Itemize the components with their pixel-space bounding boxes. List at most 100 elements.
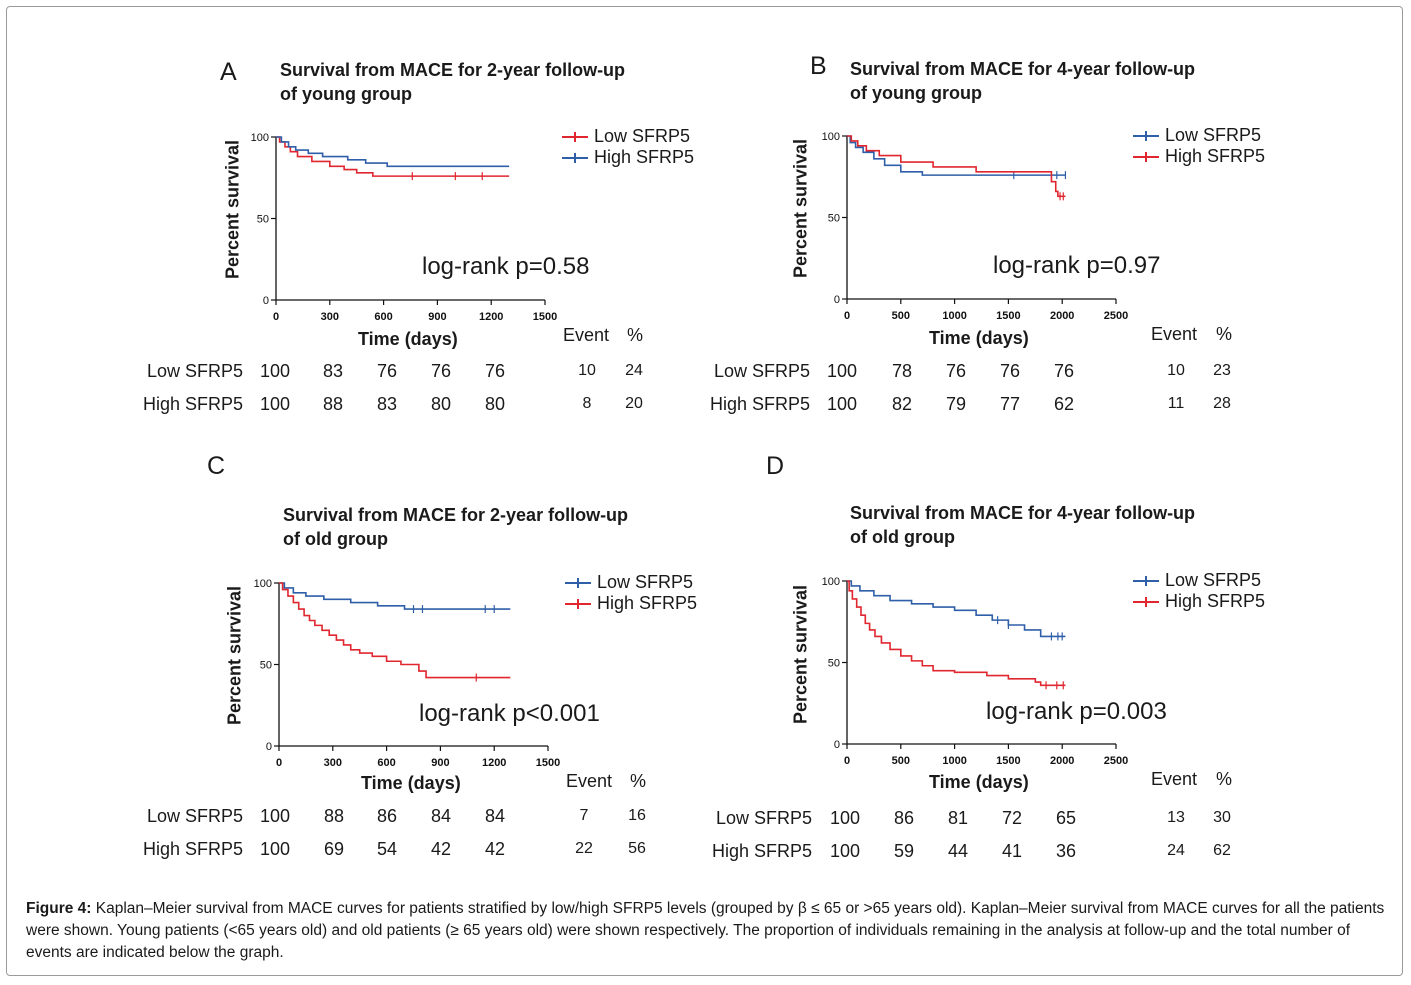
y-axis-label: Percent survival [790,138,811,279]
risk-value: 82 [891,394,913,414]
risk-value: 100 [259,361,291,381]
event-percent: 24 [625,362,643,379]
risk-row-label: Low SFRP5 [715,808,812,828]
survival-curve-high [276,136,510,168]
chart-title-line2: of old group [850,527,955,547]
risk-value: 100 [259,806,291,826]
event-header: Event [1151,324,1198,344]
risk-value: 81 [947,808,969,828]
x-tick-label: 300 [324,757,342,769]
event-count: 10 [578,362,596,379]
x-axis-label: Time (days) [358,329,458,349]
legend-swatch [1133,596,1159,607]
x-tick-label: 300 [321,311,339,323]
legend-tick [577,577,579,588]
risk-value: 44 [947,841,969,861]
legend-label: Low SFRP5 [597,572,694,592]
event-count: 24 [1167,842,1185,859]
legend-item: Low SFRP5 [565,572,697,593]
pct-header: % [1216,769,1233,789]
panel-b: B Survival from MACE for 4-year follow-u… [568,0,1268,445]
y-tick-label: 50 [828,213,840,225]
pct-header: % [630,771,647,791]
event-percent: 62 [1213,842,1231,859]
event-count: 7 [579,807,589,824]
log-rank-annotation: log-rank p<0.001 [419,700,600,727]
risk-value: 76 [1053,361,1075,381]
x-tick-label: 2500 [1104,310,1128,322]
risk-row-label: Low SFRP5 [713,361,810,381]
panel-letter: C [207,452,226,480]
y-axis-label: Percent survival [222,139,243,280]
risk-row-label: High SFRP5 [709,394,810,414]
x-tick-label: 1200 [482,757,506,769]
figure-caption: Figure 4: Kaplan–Meier survival from MAC… [26,898,1391,964]
x-tick-label: 1500 [533,311,557,323]
legend-label: Low SFRP5 [1165,570,1262,590]
legend-item: High SFRP5 [1133,146,1265,167]
legend-tick [574,131,576,142]
chart-title-line2: of young group [280,84,412,104]
event-percent: 30 [1213,809,1231,826]
km-plot: 0 50 100 0 300 600 900 1200 1500 [254,578,561,769]
caption-label: Figure 4: [26,900,92,917]
risk-value: 100 [826,394,858,414]
event-count: 22 [575,840,593,857]
x-tick-label: 500 [892,755,910,767]
x-axis-label: Time (days) [929,328,1029,348]
chart-title-line2: of old group [283,529,388,549]
chart-title-line1: Survival from MACE for 4-year follow-up [850,59,1196,79]
risk-value: 100 [829,841,861,861]
risk-value: 100 [829,808,861,828]
y-axis-label: Percent survival [790,584,811,725]
event-percent: 20 [625,395,643,412]
x-tick-label: 1500 [996,755,1020,767]
legend-item: High SFRP5 [1133,591,1265,612]
x-tick-label: 1200 [479,311,503,323]
x-tick-label: 0 [844,310,850,322]
panel-letter: A [220,58,237,86]
x-tick-label: 900 [431,757,449,769]
risk-value: 80 [484,394,506,414]
event-header: Event [1151,769,1198,789]
survival-curve-low [847,580,1066,638]
risk-value: 42 [484,839,506,859]
risk-value: 88 [322,394,344,414]
risk-row-label: High SFRP5 [142,839,243,859]
risk-value: 59 [893,841,915,861]
x-tick-label: 2000 [1050,310,1074,322]
y-tick-label: 100 [822,576,840,588]
chart-title-line1: Survival from MACE for 2-year follow-up [280,60,626,80]
y-tick-label: 50 [257,214,269,226]
pct-header: % [1216,324,1233,344]
x-tick-label: 2500 [1104,755,1128,767]
event-percent: 23 [1213,362,1231,379]
survival-curve-low [276,136,510,177]
chart-title-line1: Survival from MACE for 4-year follow-up [850,503,1196,523]
risk-value: 76 [484,361,506,381]
log-rank-annotation: log-rank p=0.003 [986,698,1167,725]
x-tick-label: 0 [273,311,279,323]
legend-label: High SFRP5 [1165,146,1266,166]
survival-curve-high [279,582,511,679]
x-tick-label: 1500 [996,310,1020,322]
x-tick-label: 900 [428,311,446,323]
panel-a: A Survival from MACE for 2-year follow-u… [0,0,700,445]
legend-swatch [565,598,591,609]
risk-value: 72 [1001,808,1023,828]
log-rank-annotation: log-rank p=0.97 [993,252,1161,279]
legend-item: Low SFRP5 [1133,570,1265,591]
event-percent: 28 [1213,395,1231,412]
event-count: 8 [582,395,592,412]
event-header: Event [563,325,610,345]
y-tick-label: 50 [260,660,272,672]
event-percent: 56 [628,840,646,857]
risk-value: 36 [1055,841,1077,861]
pct-header: % [627,325,644,345]
survival-curve-low [279,582,511,610]
legend-swatch [1133,151,1159,162]
x-tick-label: 1000 [942,755,966,767]
event-count: 10 [1167,362,1185,379]
